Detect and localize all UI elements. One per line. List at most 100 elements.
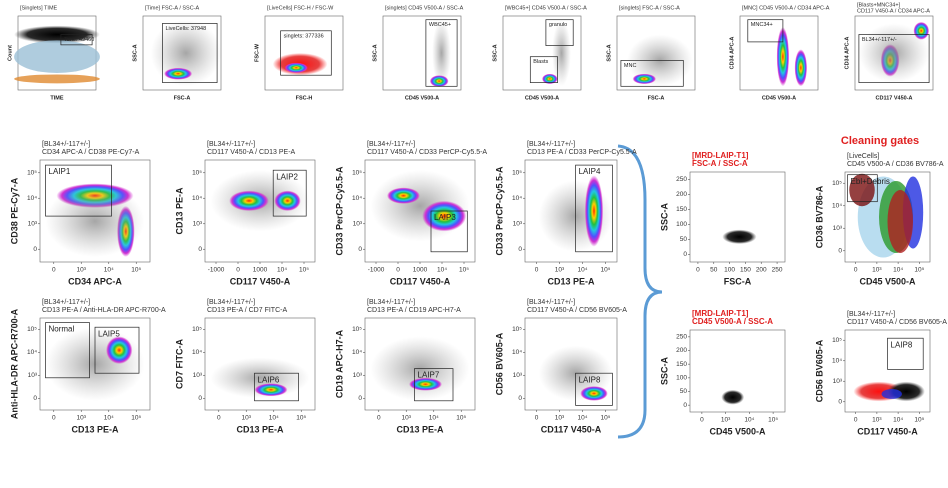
y-axis-label: FSC-W	[254, 43, 260, 62]
y-axis-label: CD19 APC-H7-A	[334, 329, 344, 398]
y-axis-label: CD56 BV605-A	[814, 339, 824, 402]
y-tick-label: 50	[680, 388, 688, 395]
y-tick-label: 10⁵	[832, 180, 842, 187]
panel-header: [LiveCells]	[847, 153, 879, 160]
x-tick-label: 0	[236, 267, 240, 274]
x-tick-label: 0	[854, 267, 858, 274]
y-tick-label: 150	[676, 361, 687, 368]
x-tick-label: 10³	[77, 267, 87, 274]
cell-cloud	[254, 383, 288, 397]
panel-header: CD13 PE-A / CD7 FITC-A	[207, 307, 287, 314]
plot-area	[264, 15, 344, 91]
x-tick-label: 10⁵	[601, 415, 611, 422]
y-axis-label: CD38 PE-Cy7-A	[9, 177, 19, 244]
y-axis-label: SSC-A	[372, 44, 378, 61]
panel-header: CD117 V450-A / CD33 PerCP-Cy5.5-A	[367, 149, 487, 156]
y-tick-label: 10⁵	[192, 326, 202, 333]
cell-cloud	[887, 190, 913, 253]
y-tick-label: 0	[518, 395, 522, 402]
cell-cloud	[422, 200, 467, 232]
y-tick-label: 10³	[193, 220, 203, 227]
gate-label: Normal	[49, 325, 75, 334]
x-tick-label: 10⁵	[299, 267, 309, 274]
gate	[414, 368, 454, 402]
panel-header: CD45 V500-A / SSC-A	[692, 317, 773, 326]
y-tick-label: 10³	[353, 372, 363, 379]
gate	[425, 19, 458, 87]
gate-label: WBC45+	[429, 22, 451, 28]
x-tick-label: -1000	[208, 267, 225, 274]
x-tick-label: 10⁴	[577, 267, 587, 274]
panel-header: CD117 V450-A / CD56 BV605-A	[527, 307, 627, 314]
panel-header: [WBC45+] CD45 V500-A / SSC-A	[505, 5, 587, 11]
gate	[575, 164, 613, 253]
y-tick-label: 0	[358, 395, 362, 402]
y-axis-label: SSC-A	[659, 357, 669, 386]
y-tick-label: 10³	[193, 372, 203, 379]
x-tick-label: 250	[772, 267, 783, 274]
cell-cloud	[164, 67, 193, 80]
y-axis-label: CD33 PerCP-Cy5.5-A	[494, 166, 504, 256]
gate	[529, 56, 558, 83]
x-tick-label: 10⁴	[104, 267, 114, 274]
gate-label: LAIP4	[579, 167, 601, 176]
x-tick-label: 10⁵	[131, 267, 141, 274]
x-tick-label: 0	[535, 267, 539, 274]
y-axis-label: CD13 PE-A	[174, 187, 184, 235]
x-tick-label: -1000	[368, 267, 385, 274]
x-tick-label: 0	[696, 267, 700, 274]
panel-header: [BL34+/-117+/-]	[527, 141, 575, 148]
y-tick-label: 250	[676, 334, 687, 341]
panel-header: [BL34+/-117+/-]	[207, 299, 255, 306]
x-axis-label: TIME	[50, 95, 63, 101]
x-axis-label: CD13 PE-A	[547, 276, 595, 286]
gate	[858, 34, 930, 83]
panel-header: [BL34+/-117+/-]	[527, 299, 575, 306]
cell-cloud	[858, 23, 930, 83]
cell-cloud	[14, 25, 100, 44]
x-tick-label: 10³	[555, 267, 565, 274]
gate-label: MNC34+	[751, 22, 773, 28]
y-tick-label: 10³	[28, 372, 38, 379]
y-tick-label: 0	[518, 246, 522, 253]
x-tick-label: 100	[724, 267, 735, 274]
gate	[60, 34, 93, 46]
gate	[747, 19, 784, 43]
cell-cloud	[584, 175, 604, 247]
cell-cloud	[14, 40, 100, 73]
plot-area	[689, 171, 786, 263]
gate-label: Time: 49460	[64, 37, 94, 43]
x-tick-label: 0	[854, 417, 858, 424]
cell-cloud	[794, 49, 808, 87]
x-axis-label: CD13 PE-A	[396, 424, 444, 434]
x-tick-label: 10³	[77, 415, 87, 422]
x-axis-label: CD117 V450-A	[857, 426, 918, 436]
cell-cloud	[580, 386, 608, 401]
y-tick-label: 10⁵	[192, 169, 202, 176]
x-tick-label: 0	[52, 415, 56, 422]
x-tick-label: 10³	[555, 415, 565, 422]
x-axis-label: CD117 V450-A	[230, 276, 291, 286]
panel-header: [BL34+/-117+/-]	[42, 141, 90, 148]
gate	[545, 19, 574, 46]
gate-label: LAIP2	[276, 172, 298, 181]
y-axis-label: CD34 APC-A	[844, 37, 850, 70]
x-tick-label: 10⁴	[893, 267, 903, 274]
panel-header: [MRD-LAIP-T1]	[692, 309, 749, 318]
x-tick-label: 10⁴	[277, 267, 287, 274]
cell-cloud	[432, 19, 451, 87]
gate-label: LAIP7	[418, 371, 440, 380]
gate	[620, 60, 684, 87]
x-tick-label: 0	[217, 415, 221, 422]
x-tick-label: 0	[535, 415, 539, 422]
y-axis-label: Count	[7, 45, 13, 61]
panel-header: CD117 V450-A / CD13 PE-A	[207, 149, 296, 156]
panel-header: FSC-A / SSC-A	[692, 159, 748, 168]
cell-cloud	[229, 190, 269, 211]
gate-label: LAIP1	[49, 167, 71, 176]
x-tick-label: 0	[396, 267, 400, 274]
panel-header: CD45 V500-A / CD36 BV786-A	[847, 161, 944, 168]
y-tick-label: 0	[198, 395, 202, 402]
x-tick-label: 10⁵	[914, 417, 924, 424]
